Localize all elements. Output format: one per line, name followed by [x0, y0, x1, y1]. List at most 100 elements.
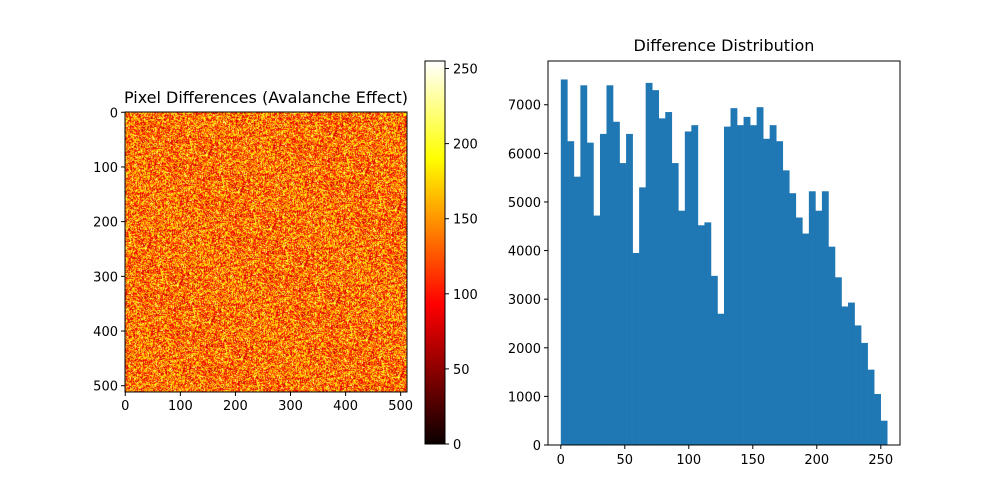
histogram-bar: [756, 107, 764, 445]
histogram-bar: [567, 141, 575, 446]
histogram-bar: [808, 191, 816, 445]
colorbar-tick-label: 200: [453, 138, 478, 153]
heatmap-title: Pixel Differences (Avalanche Effect): [124, 88, 408, 107]
histogram-bar: [710, 275, 718, 445]
histogram-x-axis: 0 50 100 150 200 250: [557, 445, 893, 468]
heatmap-frame: [124, 111, 408, 393]
heatmap-x-axis: 0 100 200 300 400 500: [121, 392, 413, 414]
histogram-bar: [580, 85, 588, 445]
colorbar-tick-label: 100: [453, 288, 478, 303]
heatmap-x-tick-label: 400: [333, 399, 358, 414]
heatmap-x-tick-label: 200: [223, 399, 248, 414]
histogram-bar: [763, 138, 770, 445]
colorbar-frame: [424, 60, 446, 445]
histogram-bar: [861, 342, 868, 445]
histogram-bar: [658, 118, 666, 445]
histogram-x-tick-label: 200: [804, 453, 829, 468]
histogram-bar: [697, 225, 705, 445]
histogram-bar: [743, 116, 751, 445]
colorbar-tick-label: 50: [453, 363, 470, 378]
histogram-bar: [560, 79, 568, 445]
histogram-bar: [750, 125, 757, 446]
histogram-bar: [639, 187, 646, 445]
histogram-bar: [704, 222, 712, 445]
histogram-bar: [848, 302, 855, 445]
histogram-bar: [599, 133, 607, 446]
histogram-bar: [874, 393, 881, 445]
histogram-bar: [691, 125, 699, 446]
heatmap-y-tick-label: 200: [93, 216, 118, 231]
histogram-bar: [593, 215, 601, 445]
histogram-x-tick-label: 150: [740, 453, 765, 468]
histogram-title: Difference Distribution: [634, 36, 815, 55]
histogram-bar: [795, 217, 803, 445]
heatmap-y-tick-label: 400: [93, 325, 118, 340]
heatmap-y-tick-label: 100: [93, 161, 118, 176]
histogram-y-axis: 0 1000 2000 3000 4000 5000 6000 7000: [508, 99, 548, 454]
histogram-bars: [560, 79, 888, 446]
histogram-bar: [802, 233, 810, 445]
histogram-bar: [821, 191, 829, 445]
heatmap-pixels: [125, 112, 407, 392]
histogram-x-tick-label: 250: [868, 453, 893, 468]
histogram-bar: [613, 121, 620, 445]
histogram-y-tick-label: 6000: [508, 147, 541, 162]
histogram-bar: [678, 210, 686, 445]
histogram-bar: [815, 210, 823, 445]
heatmap-x-tick-label: 100: [168, 399, 193, 414]
histogram-y-tick-label: 2000: [508, 342, 541, 357]
colorbar: 0 50 100 150 200 250: [424, 60, 478, 453]
heatmap-y-tick-label: 300: [93, 270, 118, 285]
histogram-bar: [776, 141, 784, 446]
histogram-bar: [841, 306, 849, 445]
colorbar-ticks: 0 50 100 150 200 250: [445, 63, 478, 453]
heatmap-x-tick-label: 300: [278, 399, 303, 414]
histogram-bar: [737, 125, 744, 446]
histogram-bar: [789, 193, 797, 445]
histogram-bar: [645, 82, 653, 446]
histogram-bar: [880, 420, 888, 445]
histogram-panel: Difference Distribution 0 50 100 150 200 250 …: [508, 36, 901, 468]
colorbar-gradient: [425, 61, 445, 444]
histogram-y-tick-label: 1000: [508, 390, 541, 405]
histogram-bar: [854, 325, 862, 445]
histogram-x-tick-label: 50: [617, 453, 634, 468]
histogram-bar: [730, 108, 738, 446]
histogram-bar: [632, 253, 640, 445]
histogram-bar: [619, 163, 627, 446]
histogram-bar: [606, 85, 614, 445]
histogram-bar: [717, 313, 725, 445]
heatmap-y-tick-label: 500: [93, 380, 118, 395]
histogram-bar: [867, 369, 875, 445]
heatmap-y-tick-label: 0: [110, 106, 118, 121]
histogram-x-tick-label: 0: [557, 453, 565, 468]
histogram-bar: [665, 112, 673, 446]
histogram-bar: [684, 131, 692, 445]
colorbar-tick-label: 150: [453, 213, 478, 228]
histogram-bar: [586, 142, 594, 445]
histogram-bar: [769, 125, 777, 446]
histogram-bar: [626, 133, 633, 446]
heatmap-x-tick-label: 0: [121, 399, 129, 414]
histogram-y-tick-label: 4000: [508, 245, 541, 260]
histogram-y-tick-label: 7000: [508, 99, 541, 114]
histogram-bar: [671, 163, 679, 446]
histogram-y-tick-label: 5000: [508, 196, 541, 211]
histogram-y-tick-label: 3000: [508, 293, 541, 308]
heatmap-panel: Pixel Differences (Avalanche Effect) 0 10…: [93, 88, 413, 414]
histogram-bar: [724, 126, 731, 446]
heatmap-x-tick-label: 500: [388, 399, 413, 414]
histogram-y-tick-label: 0: [533, 439, 541, 454]
heatmap-y-axis: 0 100 200 300 400 500: [93, 106, 125, 395]
heatmap-image: [125, 112, 407, 392]
histogram-bar: [782, 170, 790, 445]
histogram-bar: [652, 90, 660, 446]
histogram-bar: [573, 176, 581, 445]
histogram-x-tick-label: 100: [676, 453, 701, 468]
histogram-bar: [834, 277, 842, 445]
histogram-frame: [547, 60, 901, 446]
colorbar-tick-label: 250: [453, 63, 478, 78]
histogram-bar: [828, 246, 836, 445]
